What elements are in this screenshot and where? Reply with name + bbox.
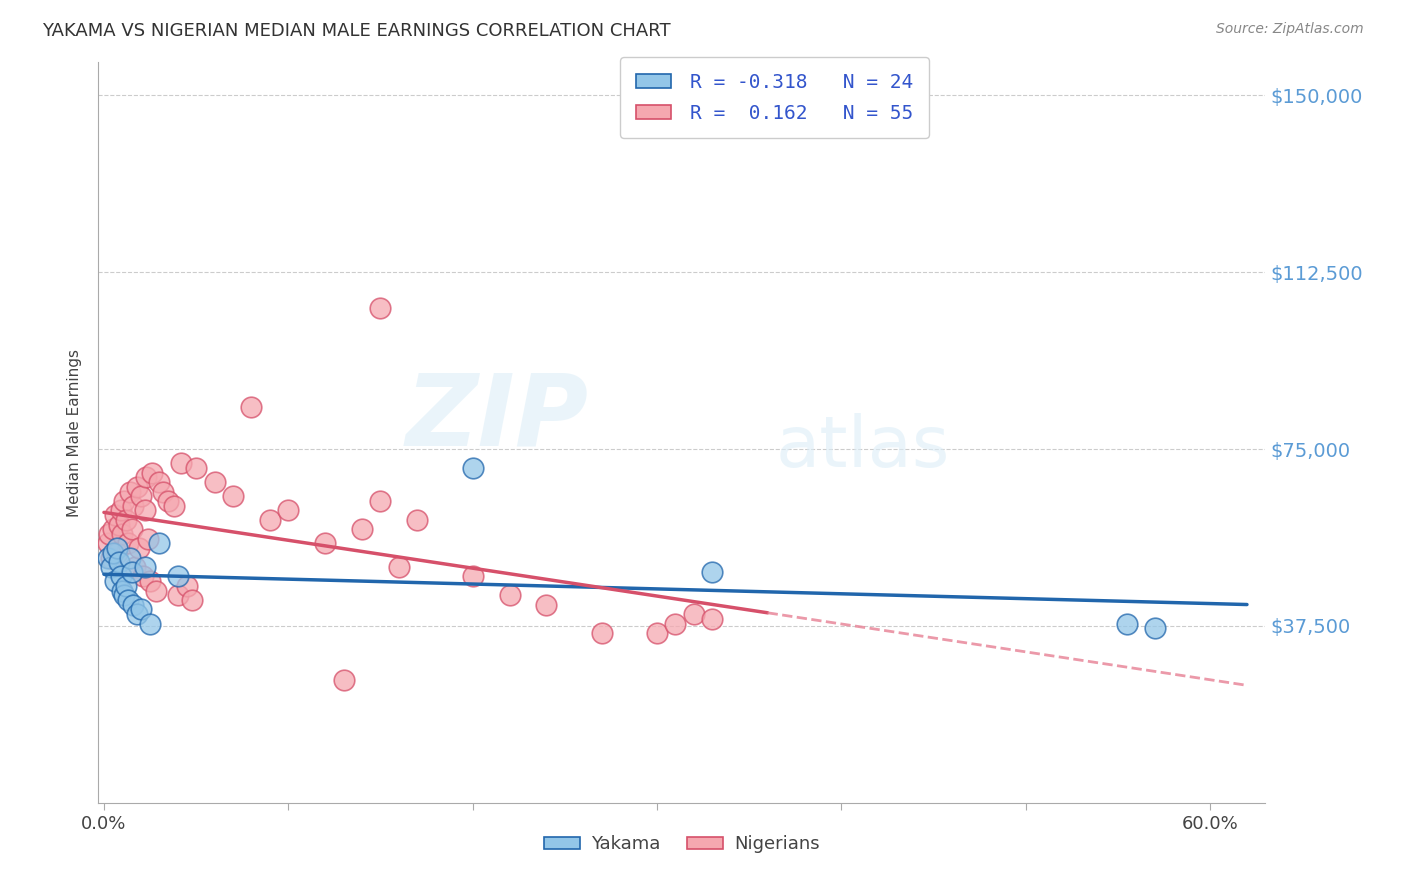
Point: [117, 536, 139, 550]
Point: [461, 461, 484, 475]
Point: [112, 588, 135, 602]
Point: [117, 593, 139, 607]
Point: [127, 480, 149, 494]
Point: [145, 583, 167, 598]
Text: ZIP: ZIP: [405, 369, 589, 467]
Point: [118, 550, 141, 565]
Point: [111, 527, 134, 541]
Point: [97, 550, 120, 565]
Point: [110, 569, 132, 583]
Point: [104, 508, 127, 523]
Point: [163, 499, 186, 513]
Point: [314, 536, 336, 550]
Point: [100, 560, 122, 574]
Point: [332, 673, 354, 688]
Point: [105, 541, 128, 556]
Point: [536, 598, 558, 612]
Point: [122, 499, 145, 513]
Point: [461, 569, 484, 583]
Point: [498, 588, 520, 602]
Point: [1116, 616, 1139, 631]
Point: [388, 560, 411, 574]
Point: [139, 574, 162, 589]
Point: [129, 602, 152, 616]
Point: [683, 607, 706, 622]
Point: [134, 503, 156, 517]
Point: [98, 527, 121, 541]
Point: [702, 565, 724, 579]
Point: [134, 560, 156, 574]
Point: [591, 626, 613, 640]
Point: [97, 536, 120, 550]
Point: [141, 466, 163, 480]
Text: Source: ZipAtlas.com: Source: ZipAtlas.com: [1216, 22, 1364, 37]
Point: [352, 522, 374, 536]
Point: [122, 598, 145, 612]
Text: atlas: atlas: [775, 413, 949, 482]
Point: [101, 522, 124, 536]
Point: [107, 517, 129, 532]
Point: [105, 546, 128, 560]
Point: [645, 626, 668, 640]
Point: [240, 400, 263, 414]
Point: [204, 475, 226, 490]
Point: [135, 470, 157, 484]
Point: [406, 513, 429, 527]
Point: [100, 550, 122, 565]
Point: [127, 607, 149, 622]
Text: YAKAMA VS NIGERIAN MEDIAN MALE EARNINGS CORRELATION CHART: YAKAMA VS NIGERIAN MEDIAN MALE EARNINGS …: [42, 22, 671, 40]
Point: [128, 541, 150, 556]
Point: [157, 494, 180, 508]
Point: [259, 513, 281, 527]
Legend: Yakama, Nigerians: Yakama, Nigerians: [537, 828, 827, 861]
Point: [181, 593, 204, 607]
Point: [139, 616, 162, 631]
Point: [104, 574, 127, 589]
Point: [110, 503, 132, 517]
Point: [370, 301, 392, 315]
Point: [136, 532, 159, 546]
Point: [176, 579, 198, 593]
Point: [166, 588, 188, 602]
Point: [118, 484, 141, 499]
Point: [370, 494, 392, 508]
Y-axis label: Median Male Earnings: Median Male Earnings: [67, 349, 83, 516]
Point: [124, 560, 146, 574]
Point: [170, 456, 193, 470]
Point: [121, 522, 143, 536]
Point: [101, 546, 124, 560]
Point: [152, 484, 174, 499]
Point: [166, 569, 188, 583]
Point: [121, 565, 143, 579]
Point: [664, 616, 686, 631]
Point: [222, 489, 245, 503]
Point: [184, 461, 207, 475]
Point: [115, 579, 138, 593]
Point: [148, 536, 170, 550]
Point: [148, 475, 170, 490]
Point: [111, 583, 134, 598]
Point: [129, 489, 152, 503]
Point: [131, 569, 153, 583]
Point: [1143, 621, 1166, 635]
Point: [112, 494, 135, 508]
Point: [702, 612, 724, 626]
Point: [115, 513, 138, 527]
Point: [277, 503, 299, 517]
Point: [107, 555, 129, 569]
